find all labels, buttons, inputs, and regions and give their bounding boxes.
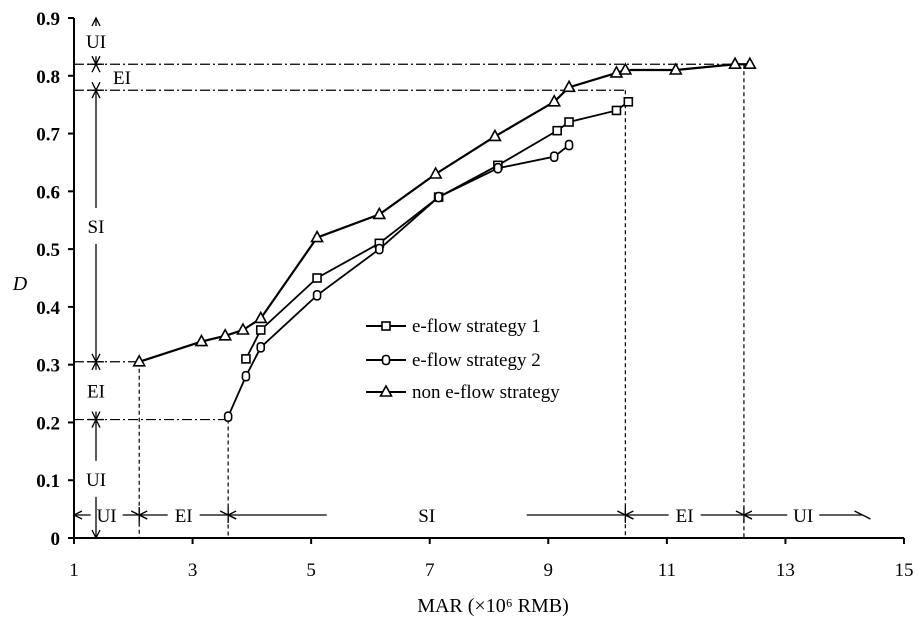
data-point-triangle bbox=[218, 328, 233, 341]
legend-label: non e-flow strategy bbox=[412, 382, 560, 403]
data-point-circle bbox=[549, 151, 559, 162]
y-tick-label: 0.1 bbox=[36, 471, 60, 492]
y-region-label: EI bbox=[87, 382, 105, 403]
data-point-triangle bbox=[253, 310, 268, 324]
x-region-label: UI bbox=[97, 506, 117, 527]
y-region-ui: UI bbox=[86, 16, 106, 66]
data-point-square bbox=[381, 321, 391, 331]
x-region-label: EI bbox=[676, 506, 694, 527]
legend-item-1: e-flow strategy 1 bbox=[366, 316, 541, 337]
x-tick-label: 5 bbox=[306, 560, 316, 581]
data-point-triangle bbox=[372, 206, 387, 220]
data-point-square bbox=[623, 96, 634, 107]
x-tick-label: 1 bbox=[69, 560, 79, 581]
y-axis-title: D bbox=[12, 273, 28, 295]
x-region-ui: UI bbox=[72, 506, 148, 527]
series-line bbox=[138, 63, 750, 363]
series-line bbox=[227, 144, 570, 418]
data-point-square bbox=[312, 273, 322, 283]
data-point-circle bbox=[493, 162, 503, 174]
data-point-circle bbox=[564, 139, 574, 151]
y-region-ei: EI bbox=[91, 62, 131, 92]
y-tick-label: 0.4 bbox=[36, 298, 60, 319]
y-tick-label: 0.2 bbox=[36, 413, 60, 434]
region-annotations: UI EI SI EI UI UI EI SI EI UI bbox=[72, 16, 871, 540]
x-tick-label: 11 bbox=[658, 560, 676, 581]
data-point-triangle bbox=[488, 128, 502, 142]
x-region-label: EI bbox=[175, 506, 193, 527]
y-region-label: EI bbox=[113, 68, 131, 89]
x-tick-label: 7 bbox=[425, 560, 435, 581]
arrow-head bbox=[91, 16, 101, 27]
y-region-label: SI bbox=[88, 217, 105, 238]
data-point-circle bbox=[223, 411, 233, 422]
data-point-triangle bbox=[562, 79, 576, 93]
data-point-circle bbox=[381, 354, 391, 366]
y-tick-label: 0 bbox=[51, 529, 61, 550]
data-point-circle bbox=[434, 191, 443, 203]
x-axis-title: MAR (×10⁶ RMB) bbox=[417, 595, 569, 617]
data-point-triangle bbox=[428, 166, 443, 179]
x-region-label: UI bbox=[793, 506, 813, 527]
y-region-ei: EI bbox=[87, 360, 105, 422]
data-point-triangle bbox=[132, 354, 147, 367]
axes: 00.10.20.30.40.50.60.70.80.91 3 5 7 9 11 13 15 bbox=[36, 9, 913, 581]
legend: e-flow strategy 1 e-flow strategy 2 non e-… bbox=[366, 316, 560, 403]
y-tick-label: 0.7 bbox=[36, 125, 60, 146]
series-2 bbox=[223, 139, 574, 422]
x-region-si: SI bbox=[226, 506, 634, 527]
data-point-triangle bbox=[194, 333, 209, 347]
y-tick-label: 0.6 bbox=[36, 182, 60, 203]
legend-item-2: e-flow strategy 2 bbox=[366, 350, 541, 371]
data-point-triangle bbox=[668, 62, 683, 75]
arrow-head bbox=[72, 510, 83, 520]
x-tick-label: 13 bbox=[776, 560, 795, 581]
arrow-head bbox=[91, 529, 101, 540]
data-point-triangle bbox=[236, 322, 250, 335]
data-point-circle bbox=[256, 342, 266, 353]
y-region-label: UI bbox=[86, 32, 106, 53]
data-point-triangle bbox=[379, 384, 393, 397]
series-3 bbox=[132, 56, 757, 367]
y-region-si: SI bbox=[88, 88, 105, 364]
data-point-triangle bbox=[743, 56, 757, 70]
data-point-circle bbox=[375, 243, 384, 255]
data-point-triangle bbox=[728, 56, 742, 70]
x-tick-label: 15 bbox=[895, 560, 914, 581]
arrow-head bbox=[854, 510, 871, 520]
data-point-square bbox=[241, 354, 251, 364]
data-point-triangle bbox=[547, 94, 562, 107]
legend-item-3: non e-flow strategy bbox=[366, 382, 560, 403]
data-point-circle bbox=[241, 370, 251, 382]
legend-label: e-flow strategy 1 bbox=[412, 316, 541, 337]
guide-lines bbox=[74, 63, 745, 538]
data-point-triangle bbox=[310, 229, 324, 243]
x-tick-label: 3 bbox=[188, 560, 198, 581]
y-tick-label: 0.5 bbox=[36, 240, 60, 261]
y-region-label: UI bbox=[86, 470, 106, 491]
x-region-ui: UI bbox=[742, 506, 871, 527]
data-point-triangle bbox=[618, 62, 633, 75]
x-region-ei: EI bbox=[623, 506, 753, 527]
x-region-ei: EI bbox=[137, 506, 237, 527]
data-point-square bbox=[611, 105, 622, 116]
arrow-head bbox=[91, 62, 101, 73]
legend-label: e-flow strategy 2 bbox=[412, 350, 541, 371]
data-point-square bbox=[564, 117, 574, 127]
y-tick-label: 0.3 bbox=[36, 356, 60, 377]
data-point-square bbox=[255, 325, 266, 335]
x-tick-label: 9 bbox=[544, 560, 554, 581]
series-line bbox=[245, 101, 629, 360]
x-region-label: SI bbox=[418, 506, 435, 527]
data-point-circle bbox=[312, 290, 322, 301]
data-point-square bbox=[552, 125, 562, 136]
y-tick-label: 0.8 bbox=[36, 67, 60, 88]
y-tick-label: 0.9 bbox=[36, 9, 60, 30]
series-group bbox=[132, 56, 757, 422]
